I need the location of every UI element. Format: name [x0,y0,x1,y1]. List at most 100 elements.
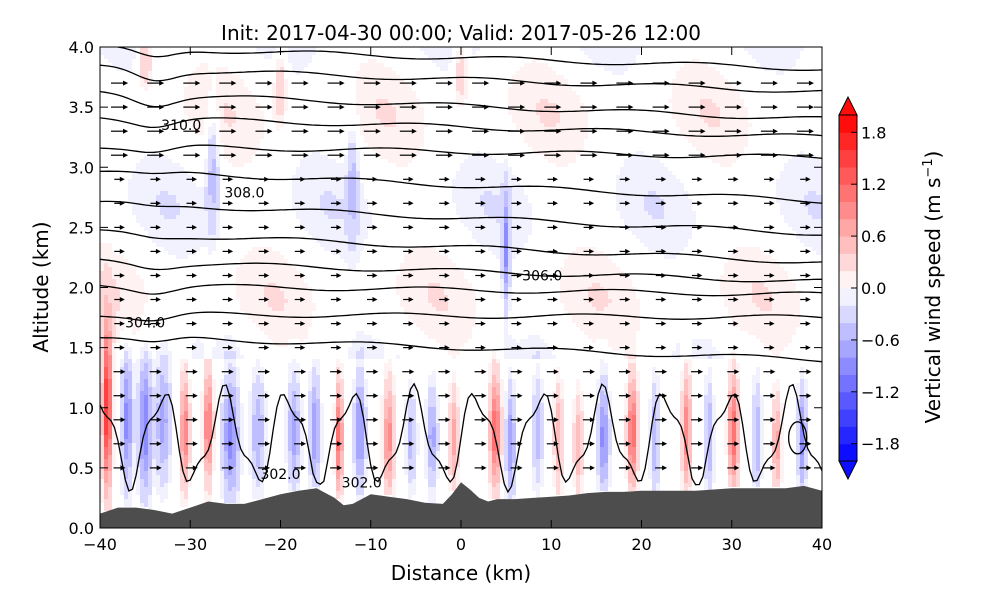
wind-cell [400,95,404,99]
wind-cell [620,71,624,75]
wind-cell [640,179,644,183]
wind-cell [712,87,716,91]
wind-cell [300,219,304,223]
wind-cell [484,239,488,243]
wind-cell [304,183,308,187]
wind-cell [492,171,496,175]
wind-cell [404,291,408,295]
wind-cell [560,131,564,135]
wind-cell [500,283,504,287]
wind-cell [212,179,216,183]
wind-cell [576,259,580,263]
wind-cell [812,195,816,199]
wind-cell [156,175,160,179]
wind-cell [516,123,520,127]
wind-cell [552,151,556,155]
wind-cell [588,259,592,263]
wind-cell [164,211,168,215]
wind-cell [552,75,556,79]
wind-cell [588,47,592,51]
wind-cell [140,195,144,199]
wind-cell [128,191,132,195]
wind-cell [796,191,800,195]
wind-cell [340,255,344,259]
wind-cell [148,207,152,211]
wind-cell [344,215,348,219]
wind-cell [468,179,472,183]
wind-cell [732,131,736,135]
wind-cell [476,199,480,203]
wind-cell [460,295,464,299]
wind-cell [288,299,292,303]
wind-cell [572,103,576,107]
wind-cell [216,203,220,207]
wind-cell [696,91,700,95]
wind-cell [320,171,324,175]
wind-cell [188,239,192,243]
wind-cell [428,287,432,291]
wind-cell [568,267,572,271]
wind-cell [244,255,248,259]
wind-cell [160,195,164,199]
wind-cell [120,319,124,323]
wind-cell [692,83,696,87]
wind-cell [796,219,800,223]
wind-cell [228,75,232,79]
wind-cell [596,259,600,263]
wind-cell [220,135,224,139]
wind-cell [560,159,564,163]
wind-cell [144,59,148,63]
wind-cell [672,91,676,95]
wind-cell [248,299,252,303]
wind-cell [580,287,584,291]
wind-cell [140,167,144,171]
wind-cell [140,59,144,63]
wind-cell [408,95,412,99]
wind-cell [580,103,584,107]
wind-cell [124,283,128,287]
wind-cell [492,211,496,215]
wind-cell [600,291,604,295]
wind-cell [412,151,416,155]
wind-cell [788,215,792,219]
wind-cell [332,163,336,167]
wind-cell [360,227,364,231]
wind-cell [408,295,412,299]
wind-cell [620,311,624,315]
wind-cell [660,219,664,223]
wind-cell [168,227,172,231]
wind-cell [612,303,616,307]
wind-cell [348,139,352,143]
wind-cell [728,159,732,163]
wind-cell [644,215,648,219]
wind-cell [184,251,188,255]
wind-cell [184,87,188,91]
wind-cell [152,231,156,235]
wind-cell [256,107,260,111]
wind-cell [124,51,128,55]
wind-cell [804,231,808,235]
wind-cell [412,259,416,263]
wind-cell [260,287,264,291]
wind-cell [460,183,464,187]
wind-cell [576,143,580,147]
wind-cell [172,167,176,171]
wind-cell [308,287,312,291]
wind-cell [472,51,476,55]
wind-cell [156,231,160,235]
wind-cell [232,135,236,139]
wind-cell [288,307,292,311]
wind-cell [512,183,516,187]
wind-cell [380,135,384,139]
wind-cell [524,207,528,211]
wind-cell [480,207,484,211]
wind-cell [340,211,344,215]
wind-cell [744,111,748,115]
wind-cell [720,95,724,99]
wind-cell [312,231,316,235]
wind-cell [796,167,800,171]
wind-cell [636,171,640,175]
wind-cell [188,199,192,203]
wind-cell [512,91,516,95]
wind-cell [620,199,624,203]
